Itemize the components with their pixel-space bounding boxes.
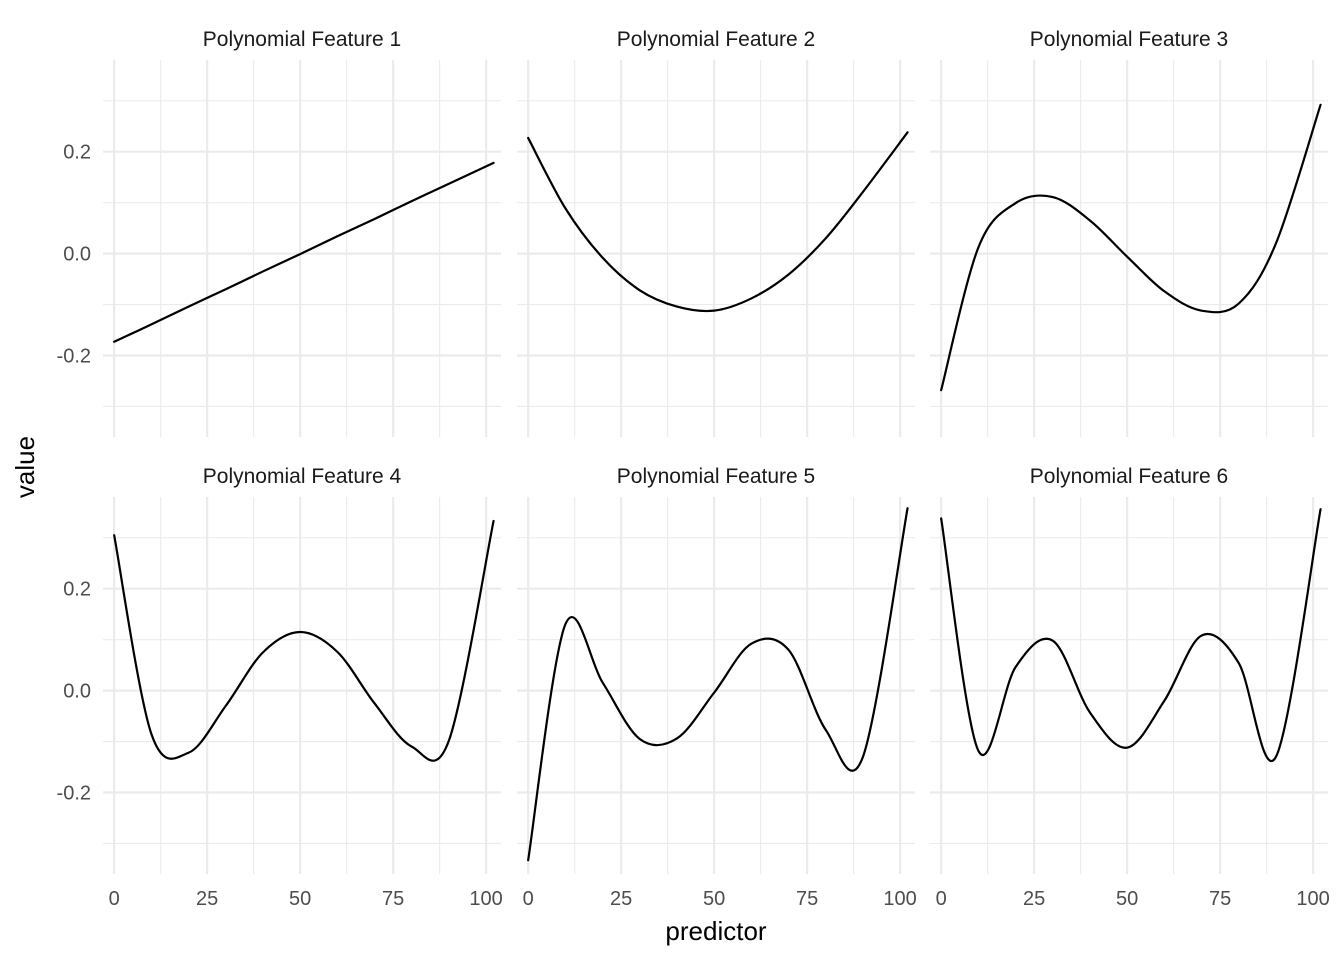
panel-title: Polynomial Feature 5 [617, 465, 815, 488]
x-tick-label: 50 [703, 888, 725, 910]
x-axis-title: predictor [665, 916, 766, 946]
panel-title: Polynomial Feature 6 [1030, 465, 1228, 488]
x-tick-label: 0 [523, 888, 534, 910]
panels: Polynomial Feature 1-0.20.00.2Polynomial… [57, 28, 1330, 910]
panel-1: Polynomial Feature 1 -0.2 0.0 0.2 [57, 28, 501, 437]
series-line-2 [527, 131, 909, 313]
series-line-4 [113, 519, 495, 762]
x-tick-label: 75 [1209, 888, 1231, 910]
x-tick-label: 50 [289, 888, 311, 910]
series-line-3 [940, 103, 1322, 392]
y-axis-title: value [10, 436, 40, 498]
x-tick-label: 0 [109, 888, 120, 910]
y-tick-label: 0.0 [63, 681, 91, 703]
x-tick-label: 0 [936, 888, 947, 910]
panel-title: Polynomial Feature 1 [203, 28, 401, 51]
panel-6: Polynomial Feature 6 0 25 50 75 100 [930, 465, 1330, 910]
x-tick-label: 75 [796, 888, 818, 910]
panel-4: Polynomial Feature 4 -0.2 0.0 0.2 0 25 50 75 100 [57, 465, 503, 910]
x-tick-label: 50 [1116, 888, 1138, 910]
x-tick-label: 100 [883, 888, 916, 910]
x-tick-label: 100 [1296, 888, 1329, 910]
x-tick-label: 75 [382, 888, 404, 910]
y-tick-label: -0.2 [57, 782, 91, 804]
x-tick-label: 25 [610, 888, 632, 910]
panel-title: Polynomial Feature 4 [203, 465, 402, 488]
y-tick-label: -0.2 [57, 345, 91, 367]
panel-3: Polynomial Feature 3 [930, 28, 1328, 437]
panel-5: Polynomial Feature 5 0 25 50 75 100 [517, 465, 917, 910]
panel-2: Polynomial Feature 2 [517, 28, 915, 437]
x-tick-label: 100 [469, 888, 502, 910]
y-tick-label: 0.0 [63, 244, 91, 266]
x-tick-label: 25 [1023, 888, 1045, 910]
y-tick-label: 0.2 [63, 142, 91, 164]
y-tick-label: 0.2 [63, 579, 91, 601]
panel-title: Polynomial Feature 3 [1030, 28, 1228, 51]
series-line-5 [527, 507, 909, 862]
panel-title: Polynomial Feature 2 [617, 28, 815, 51]
series-line-6 [940, 508, 1322, 762]
series-line-1 [113, 161, 495, 343]
x-tick-label: 25 [196, 888, 218, 910]
